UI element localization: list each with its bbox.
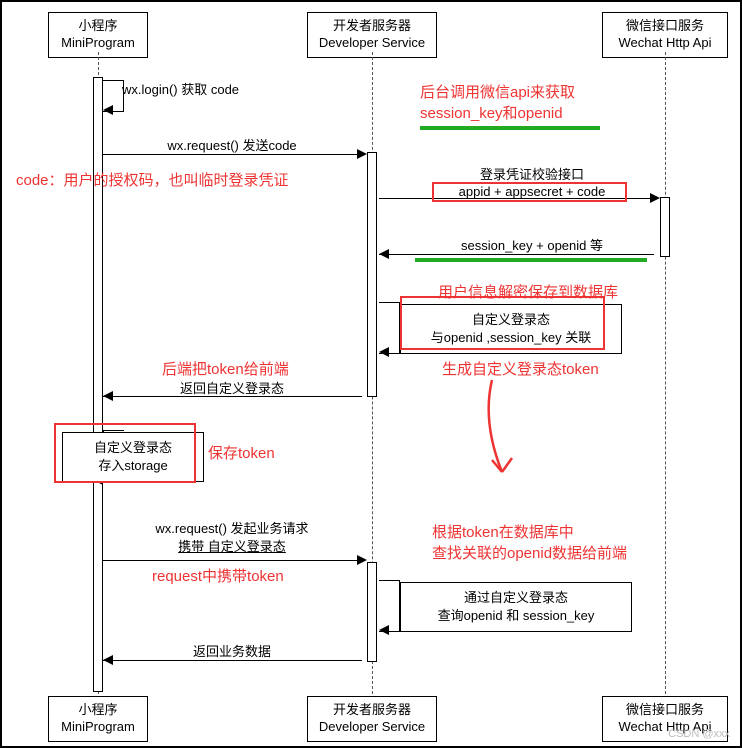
- actor-developer-top: 开发者服务器 Developer Service: [307, 12, 437, 58]
- arrow-head: [357, 555, 367, 565]
- activation: [660, 197, 670, 257]
- anno-lookup: 根据token在数据库中 查找关联的openid数据给前端: [432, 522, 627, 564]
- red-hand-arrow: [472, 372, 532, 492]
- anno-code: code：用户的授权码，也叫临时登录凭证: [16, 170, 289, 191]
- actor-developer-bot: 开发者服务器 Developer Service: [307, 696, 437, 742]
- red-box-note1: [400, 296, 605, 350]
- anno-api: 后台调用微信api来获取 session_key和openid: [420, 82, 575, 124]
- actor-miniprogram-bot: 小程序 MiniProgram: [48, 696, 148, 742]
- actor-cn: 微信接口服务: [611, 702, 719, 719]
- arrow: [103, 396, 362, 397]
- red-box-appid: [432, 182, 627, 202]
- activation: [367, 562, 377, 662]
- msg-wx-login: wx.login() 获取 code: [122, 82, 302, 99]
- anno-carry-token: request中携带token: [152, 566, 284, 587]
- anno-line: 根据token在数据库中: [432, 522, 627, 543]
- anno-line: 查找关联的openid数据给前端: [432, 543, 627, 564]
- lifeline-wx: [665, 52, 666, 694]
- actor-cn: 开发者服务器: [316, 18, 428, 35]
- actor-cn: 小程序: [57, 702, 139, 719]
- actor-en: Developer Service: [316, 35, 428, 52]
- arrow-head: [650, 193, 660, 203]
- arrow: [379, 254, 654, 255]
- arrow-head: [103, 391, 113, 401]
- actor-wechat-top: 微信接口服务 Wechat Http Api: [602, 12, 728, 58]
- actor-cn: 小程序: [57, 18, 139, 35]
- arrow-head: [103, 655, 113, 665]
- actor-en: MiniProgram: [57, 35, 139, 52]
- green-underline: [420, 126, 600, 130]
- arrow-head: [379, 249, 389, 259]
- actor-en: Developer Service: [316, 719, 428, 736]
- msg-biz-sub: 携带 自定义登录态: [157, 539, 307, 556]
- note-line: 通过自定义登录态: [411, 589, 621, 607]
- red-box-storage: [54, 423, 196, 483]
- msg-send-code: wx.request() 发送code: [132, 138, 332, 155]
- anno-line: 后台调用微信api来获取: [420, 82, 575, 103]
- activation: [367, 152, 377, 397]
- note-line: 查询openid 和 session_key: [411, 607, 621, 625]
- msg-return-data: 返回业务数据: [152, 644, 312, 661]
- actor-en: Wechat Http Api: [611, 35, 719, 52]
- actor-miniprogram-top: 小程序 MiniProgram: [48, 12, 148, 58]
- msg-session-key: session_key + openid 等: [432, 238, 632, 255]
- msg-biz-request: wx.request() 发起业务请求: [122, 521, 342, 538]
- anno-save-token: 保存token: [208, 443, 275, 464]
- note-query: 通过自定义登录态 查询openid 和 session_key: [400, 582, 632, 632]
- actor-en: MiniProgram: [57, 719, 139, 736]
- sequence-diagram: 小程序 MiniProgram 开发者服务器 Developer Service…: [0, 0, 742, 748]
- anno-token-back: 后端把token给前端: [162, 359, 289, 380]
- watermark: CSDN @xxx: [668, 728, 730, 740]
- arrow: [103, 660, 362, 661]
- arrow: [103, 154, 362, 155]
- arrow-head: [103, 105, 113, 115]
- arrow-head: [379, 347, 389, 357]
- arrow-head: [379, 625, 389, 635]
- actor-cn: 微信接口服务: [611, 18, 719, 35]
- arrow: [103, 560, 362, 561]
- arrow-head: [357, 149, 367, 159]
- actor-cn: 开发者服务器: [316, 702, 428, 719]
- anno-line: session_key和openid: [420, 103, 575, 124]
- green-underline-2: [415, 258, 647, 262]
